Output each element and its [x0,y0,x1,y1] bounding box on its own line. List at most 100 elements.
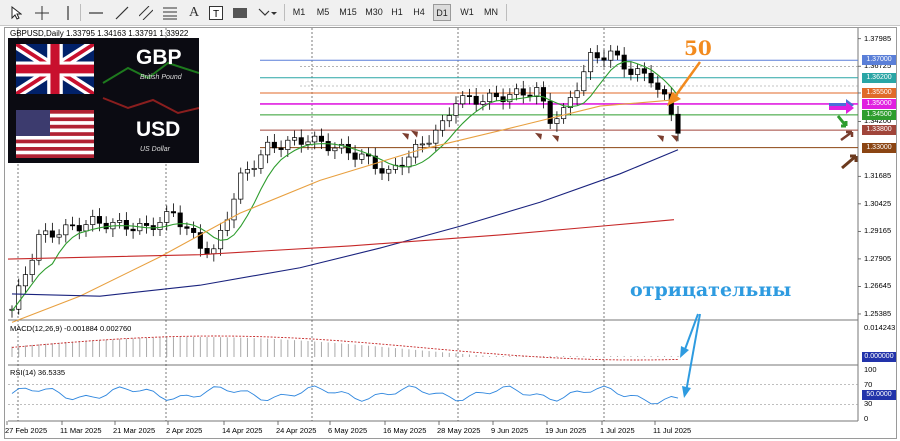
bull-candle [439,120,446,131]
bear-candle [76,225,82,232]
vertical-line-icon[interactable] [60,3,76,22]
macd-zero-box: 0.000000 [862,352,896,362]
rsi-header: RSI(14) 36.5335 [10,368,66,377]
timeframe-m30[interactable]: M30 [365,7,383,17]
date-axis-label: 21 Mar 2025 [113,426,156,435]
bull-candle [554,118,560,124]
bull-candle [487,92,493,102]
bear-candle [594,52,600,59]
bear-candle [49,230,55,238]
level-price-box: 1.33800 [862,125,896,136]
rsi-axis-label: 30 [864,399,873,409]
ma50-pointer-arrow [672,61,702,99]
timeframe-m5[interactable]: M5 [316,7,330,17]
dark-brown-level-arrow-icon [841,154,858,170]
level-price-box: 1.36200 [862,72,896,83]
macd-pointer-arrowhead [680,346,689,358]
bull-candle [29,259,35,275]
bear-candle [278,147,284,150]
bear-candle [540,87,547,102]
bear-candle [473,95,479,105]
bull-candle [157,222,163,230]
bear-candle [601,57,607,61]
support-arrow-icon [657,135,664,143]
bear-candle [318,135,325,142]
date-axis-label: 1 Jul 2025 [600,426,635,435]
rsi-axis-label: 100 [864,365,877,374]
bull-candle [265,141,271,156]
bull-candle [581,71,587,92]
toolbar: A T M1 M5 M15 M30 H1 H4 D1 W1 MN [0,0,900,26]
separator [80,4,81,21]
separator [506,4,507,21]
trend-line-icon[interactable] [114,3,130,22]
bull-candle [587,52,594,73]
date-axis-label: 28 May 2025 [437,426,481,435]
bear-candle [547,100,553,124]
magenta-level-arrow-icon [829,102,854,114]
date-axis-label: 19 Jun 2025 [545,426,587,435]
bear-candle [325,141,331,152]
rsi-value-box: 50.0000 [862,389,896,400]
bear-candle [345,143,351,154]
crosshair-icon[interactable] [34,3,50,22]
level-price-box: 1.34500 [862,109,896,120]
price-axis-label: 1.36725 [864,61,892,71]
date-axis-label: 27 Feb 2025 [5,426,48,435]
rsi-pointer-arrowhead [682,386,691,398]
date-axis-label: 16 May 2025 [383,426,427,435]
bull-candle [446,115,452,122]
macd-header: MACD(12,26,9) -0.001884 0.002760 [10,324,132,333]
date-axis-label: 2 Apr 2025 [166,426,203,435]
bull-candle [426,142,432,145]
bull-candle [453,103,459,116]
separator [284,4,285,21]
timeframe-d1[interactable]: D1 [433,4,451,21]
bull-candle [433,129,439,144]
timeframe-h1[interactable]: H1 [391,7,403,17]
cursor-icon[interactable] [8,3,24,22]
price-axis-label: 1.31685 [864,171,892,181]
bear-candle [96,216,103,224]
timeframe-m1[interactable]: M1 [292,7,306,17]
bull-candle [406,156,412,168]
bear-candle [298,137,304,145]
bear-candle [675,113,681,134]
shapes-dropdown-icon[interactable] [256,3,278,22]
bear-candle [614,50,621,56]
bear-candle [493,92,499,98]
svg-text:T: T [213,9,219,20]
brown-level-arrow-icon [840,130,854,142]
bear-candle [204,248,210,255]
horizontal-line-icon[interactable] [88,3,104,22]
equidistant-channel-icon[interactable] [138,3,154,22]
text-tool-icon[interactable]: A [188,4,200,20]
text-label-icon[interactable]: T [208,3,224,22]
bear-candle [143,223,150,226]
timeframe-mn[interactable]: MN [484,7,498,17]
rectangle-icon[interactable] [232,3,248,22]
bull-candle [534,87,540,97]
ma50-pointer-arrowhead [667,92,681,106]
macd-pointer-arrow [683,313,699,353]
support-arrow-icon [535,132,542,140]
timeframe-h4[interactable]: H4 [413,7,425,17]
bull-candle [386,169,392,174]
support-arrow-icon [671,135,678,143]
bear-candle [379,168,385,174]
bull-candle [22,274,29,287]
timeframe-m15[interactable]: M15 [339,7,357,17]
bull-candle [231,198,237,221]
level-price-box: 1.35500 [862,87,896,98]
timeframe-w1[interactable]: W1 [460,7,474,17]
fibonacci-icon[interactable] [162,3,178,22]
bull-candle [567,97,573,108]
level-price-box: 1.35000 [862,98,896,109]
date-axis-label: 11 Jul 2025 [653,426,692,435]
price-axis-label: 1.34200 [864,116,892,126]
bear-candle [628,68,634,75]
rsi-pointer-arrow [685,313,701,393]
price-axis-label: 1.30425 [864,198,892,208]
price-axis-label: 1.26645 [864,281,892,291]
